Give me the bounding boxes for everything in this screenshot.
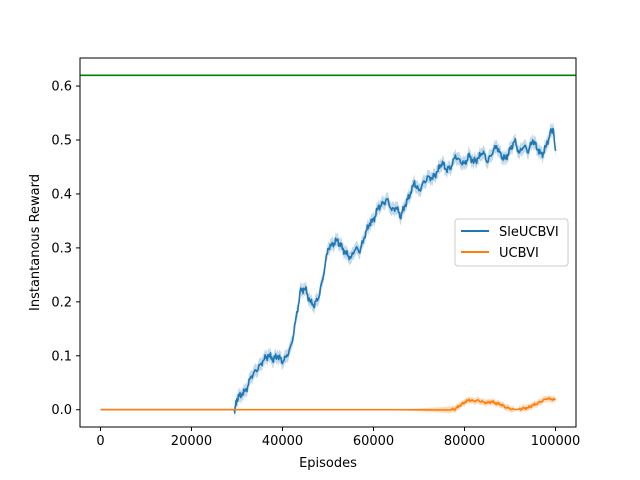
y-tick-label: 0.1 <box>51 349 72 364</box>
y-tick-label: 0.4 <box>51 187 72 202</box>
series-line-1 <box>100 127 557 414</box>
x-tick-label: 60000 <box>353 434 394 449</box>
x-tick-label: 40000 <box>262 434 303 449</box>
y-tick-label: 0.0 <box>51 403 72 418</box>
x-axis-label: Episodes <box>299 456 357 471</box>
y-axis-label: Instantanous Reward <box>28 174 43 311</box>
y-tick-label: 0.5 <box>51 134 72 149</box>
y-tick-label: 0.6 <box>51 80 72 95</box>
plot-layer <box>80 74 576 420</box>
x-axis: 0 20000 40000 60000 80000 100000 <box>96 427 580 449</box>
legend-label-2: UCBVI <box>499 246 539 261</box>
plot-area <box>80 74 576 420</box>
y-tick-label: 0.3 <box>51 241 72 256</box>
series-band-2 <box>100 394 556 414</box>
x-tick-label: 80000 <box>444 434 485 449</box>
x-tick-label: 20000 <box>171 434 212 449</box>
x-tick-label: 100000 <box>531 434 581 449</box>
axes-frame <box>79 57 577 428</box>
y-tick-label: 0.2 <box>51 295 72 310</box>
series-band-1 <box>100 122 556 420</box>
y-axis: 0.0 0.1 0.2 0.3 0.4 0.5 0.6 <box>51 80 80 418</box>
x-tick-label: 0 <box>96 434 104 449</box>
series-line-2 <box>100 397 557 411</box>
legend-label-1: SleUCBVI <box>499 225 559 240</box>
legend: SleUCBVI UCBVI <box>454 218 569 267</box>
